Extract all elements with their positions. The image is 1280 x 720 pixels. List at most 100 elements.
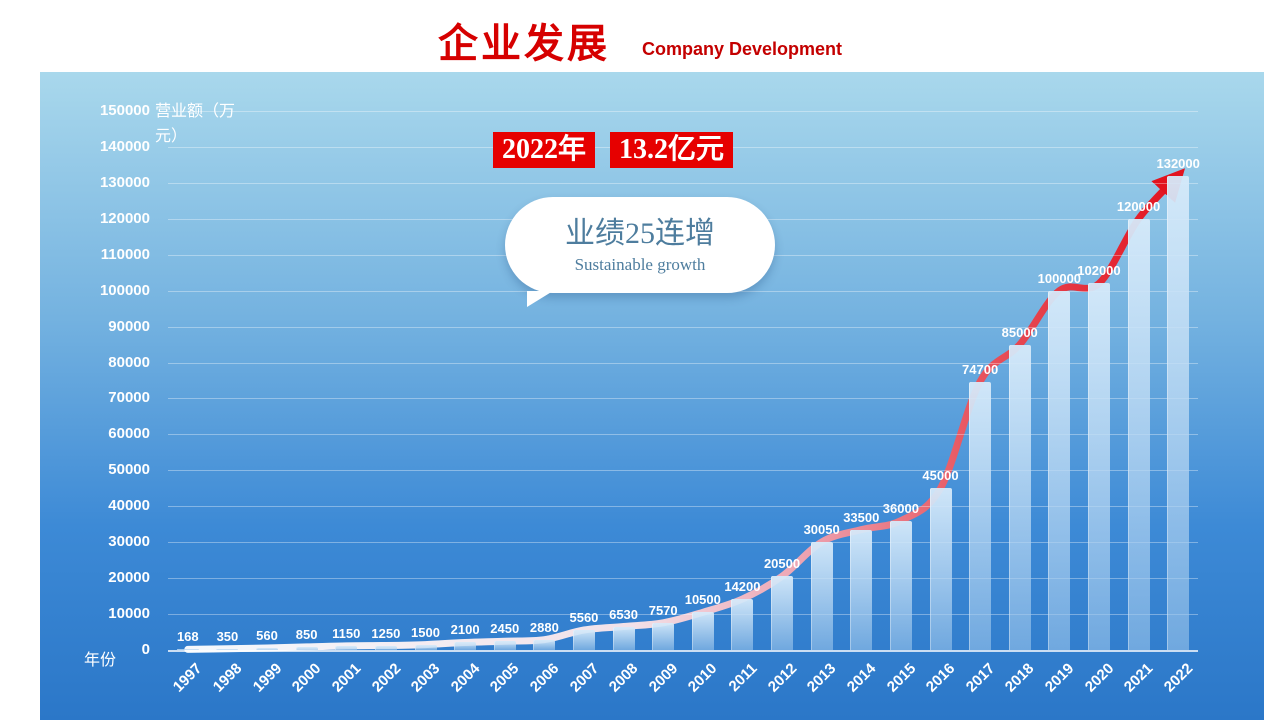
callout-line1: 业绩25连增 [565, 216, 715, 250]
bar [335, 645, 358, 650]
y-tick-label: 40000 [108, 497, 150, 515]
y-tick-label: 80000 [108, 353, 150, 371]
bar [731, 598, 754, 650]
bar [691, 612, 714, 650]
x-tick-label: 2013 [804, 660, 840, 696]
bar [493, 641, 516, 650]
bar-value-label: 1250 [371, 625, 401, 641]
bar [533, 639, 556, 650]
y-tick-label: 10000 [108, 605, 150, 623]
x-tick-label: 2005 [487, 660, 523, 696]
bar-value-label: 168 [176, 629, 199, 645]
header: 企业发展 Company Development [0, 6, 1280, 66]
x-tick-label: 1999 [249, 660, 286, 696]
bar-value-label: 10500 [684, 592, 721, 608]
gridline [168, 470, 1198, 472]
bar-value-label: 120000 [1116, 198, 1161, 214]
bar-value-label: 14200 [724, 578, 761, 594]
callout-tail [527, 291, 553, 307]
gridline [168, 614, 1198, 616]
y-axis: 0 10000 20000 30000 40000 50000 60000 70000 8000… [40, 102, 156, 658]
bar-value-label: 74700 [962, 361, 999, 377]
x-tick-label: 1997 [170, 660, 206, 696]
bar [1008, 344, 1031, 650]
bar-value-label: 2880 [529, 619, 559, 635]
bar-value-label: 1500 [411, 624, 440, 640]
bar [1048, 290, 1071, 650]
bar-value-label: 2100 [450, 622, 480, 638]
x-tick-label: 2008 [605, 660, 642, 696]
chart-panel: 营业额（万元） 年份 0 10000 20000 30000 40000 50000 600… [40, 72, 1264, 720]
bar-value-label: 85000 [1001, 324, 1038, 340]
y-tick-label: 30000 [108, 533, 150, 551]
y-tick-label: 0 [141, 641, 150, 658]
x-tick-label: 2004 [447, 660, 484, 696]
gridline [168, 650, 1198, 652]
bar-value-label: 6530 [609, 606, 639, 622]
highlight-badge: 2022年 13.2亿元 [493, 132, 734, 168]
x-tick-label: 2006 [526, 660, 563, 696]
gridline [168, 182, 1198, 184]
x-tick-label: 2015 [883, 660, 919, 696]
bar [810, 542, 833, 650]
y-tick-label: 130000 [99, 173, 150, 191]
x-tick-label: 2018 [1002, 660, 1038, 696]
x-tick-label: 2000 [289, 660, 325, 696]
y-tick-label: 150000 [99, 102, 150, 119]
x-tick-label: 2009 [645, 660, 682, 696]
bar [929, 488, 952, 650]
gridline [168, 578, 1198, 580]
gridline [168, 326, 1198, 328]
bar-value-label: 5560 [569, 610, 599, 626]
gridline [168, 506, 1198, 508]
x-tick-label: 2022 [1160, 660, 1197, 696]
plot-area: 168 1997 350 1998 560 1999 850 2000 1150 2001 1250… [168, 111, 1200, 696]
bar [216, 648, 239, 650]
x-tick-label: 2003 [407, 660, 444, 696]
bar [374, 645, 397, 650]
bar-value-label: 30050 [803, 522, 840, 538]
bar-value-label: 2450 [490, 621, 520, 637]
bar [414, 644, 437, 650]
badge-amount: 13.2亿元 [610, 132, 734, 168]
growth-arrow-curve [184, 168, 1186, 653]
x-tick-label: 2002 [368, 660, 404, 696]
bar-value-label: 102000 [1077, 263, 1121, 279]
bar-value-label: 45000 [922, 468, 959, 484]
callout-line2: Sustainable growth [574, 254, 706, 274]
x-tick-label: 2001 [328, 660, 365, 696]
y-tick-label: 70000 [108, 389, 150, 407]
y-tick-label: 110000 [100, 245, 150, 263]
bar [850, 529, 873, 650]
y-tick-label: 90000 [108, 317, 150, 335]
x-tick-label: 2019 [1041, 660, 1078, 696]
page-title: 企业发展 [437, 22, 610, 66]
bar [1167, 175, 1190, 650]
bar-value-label: 7570 [648, 602, 678, 618]
x-tick-label: 2012 [764, 660, 801, 696]
y-tick-label: 20000 [108, 569, 150, 587]
page-subtitle: Company Development [641, 39, 843, 59]
x-tick-label: 2010 [685, 660, 721, 696]
gridline [168, 434, 1198, 436]
callout-bubble: 业绩25连增 Sustainable growth [505, 197, 775, 307]
bar-value-label: 100000 [1037, 270, 1082, 286]
bar [176, 649, 199, 650]
bar-value-label: 850 [295, 626, 318, 642]
bar [652, 622, 675, 650]
gridline [168, 362, 1198, 364]
y-tick-label: 120000 [99, 209, 150, 227]
bar [256, 648, 279, 650]
y-tick-label: 60000 [108, 425, 150, 443]
x-tick-label: 2020 [1081, 660, 1117, 696]
y-tick-label: 50000 [108, 461, 150, 479]
bar [889, 520, 912, 650]
bar-value-label: 36000 [882, 500, 919, 516]
x-axis-title: 年份 [84, 652, 117, 669]
x-tick-label: 1998 [209, 660, 246, 696]
bar [454, 642, 477, 650]
bar-value-label: 350 [216, 628, 239, 644]
bar-value-label: 33500 [843, 509, 880, 525]
x-tick-label: 2016 [922, 660, 959, 696]
